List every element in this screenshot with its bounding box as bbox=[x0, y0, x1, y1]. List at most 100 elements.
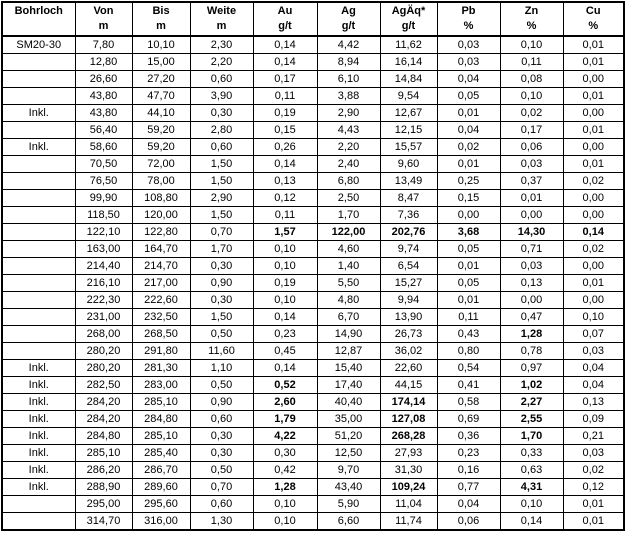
table-row: 56,40 59,20 2,80 0,15 4,43 12,15 0,04 0,17 0,01 bbox=[1, 121, 625, 139]
table-cell-weite: 0,30 bbox=[189, 104, 254, 122]
column-label: AgÄq* bbox=[391, 5, 426, 17]
table-cell-cu: 0,01 bbox=[562, 274, 625, 292]
table-cell-von: 43,80 bbox=[74, 104, 133, 122]
table-cell-bis: 44,10 bbox=[131, 104, 191, 122]
table-cell-bis: 283,00 bbox=[131, 376, 191, 394]
table-cell-von: 118,50 bbox=[74, 206, 133, 224]
column-unit: m bbox=[156, 20, 166, 32]
table-cell-bis: 268,50 bbox=[131, 325, 191, 343]
table-cell-ag: 2,50 bbox=[316, 189, 381, 207]
table-cell-bohrloch: Inkl. bbox=[1, 410, 76, 428]
table-cell-bis: 108,80 bbox=[131, 189, 191, 207]
table-cell-bis: 286,70 bbox=[131, 461, 191, 479]
table-cell-au: 0,26 bbox=[252, 138, 318, 156]
column-header-cu: Cu% bbox=[562, 1, 625, 37]
column-unit: m bbox=[98, 20, 109, 32]
table-cell-ag: 51,20 bbox=[316, 427, 381, 445]
table-cell-agaq: 8,47 bbox=[379, 189, 438, 207]
table-cell-zn: 1,70 bbox=[499, 427, 564, 445]
table-cell-bohrloch bbox=[1, 274, 76, 292]
table-cell-ag: 4,60 bbox=[316, 240, 381, 258]
table-cell-agaq: 16,14 bbox=[379, 53, 438, 71]
table-row: Inkl. 284,20 285,10 0,90 2,60 40,40 174,14 0,58… bbox=[1, 393, 625, 411]
table-cell-ag: 12,87 bbox=[316, 342, 381, 360]
table-cell-von: 216,10 bbox=[74, 274, 133, 292]
table-cell-pb: 0,05 bbox=[436, 240, 501, 258]
table-cell-au: 1,28 bbox=[252, 478, 318, 496]
table-cell-von: 43,80 bbox=[74, 87, 133, 105]
table-cell-agaq: 15,27 bbox=[379, 274, 438, 292]
table-cell-bohrloch bbox=[1, 53, 76, 71]
table-cell-cu: 0,00 bbox=[562, 291, 625, 309]
table-cell-au: 0,10 bbox=[252, 495, 318, 513]
table-cell-weite: 0,60 bbox=[189, 410, 254, 428]
table-cell-agaq: 12,15 bbox=[379, 121, 438, 139]
column-header-bis: Bis m bbox=[131, 1, 191, 37]
table-cell-cu: 0,01 bbox=[562, 495, 625, 513]
table-row: Inkl. 43,80 44,10 0,30 0,19 2,90 12,67 0,01 0,02… bbox=[1, 104, 625, 122]
table-cell-agaq: 26,73 bbox=[379, 325, 438, 343]
table-row: 314,70 316,00 1,30 0,10 6,60 11,74 0,06 0,14 0,0… bbox=[1, 512, 625, 531]
column-label: Cu bbox=[585, 5, 601, 17]
table-cell-bis: 59,20 bbox=[131, 138, 191, 156]
table-cell-pb: 0,36 bbox=[436, 427, 501, 445]
table-cell-von: 282,50 bbox=[74, 376, 133, 394]
table-cell-agaq: 174,14 bbox=[379, 393, 438, 411]
table-row: 122,10 122,80 0,70 1,57 122,00 202,76 3,68 14,3… bbox=[1, 223, 625, 241]
table-cell-zn: 0,97 bbox=[499, 359, 564, 377]
table-cell-weite: 2,20 bbox=[189, 53, 254, 71]
column-unit: g/t bbox=[401, 20, 416, 32]
table-cell-cu: 0,01 bbox=[562, 155, 625, 173]
table-cell-weite: 1,10 bbox=[189, 359, 254, 377]
table-cell-zn: 0,13 bbox=[499, 274, 564, 292]
table-cell-pb: 0,77 bbox=[436, 478, 501, 496]
table-cell-pb: 0,04 bbox=[436, 121, 501, 139]
table-cell-zn: 0,71 bbox=[499, 240, 564, 258]
table-row: Inkl. 284,80 285,10 0,30 4,22 51,20 268,28 0,36… bbox=[1, 427, 625, 445]
table-cell-bis: 281,30 bbox=[131, 359, 191, 377]
table-cell-pb: 0,00 bbox=[436, 206, 501, 224]
table-cell-ag: 4,42 bbox=[316, 35, 381, 54]
table-cell-au: 0,45 bbox=[252, 342, 318, 360]
table-cell-au: 0,14 bbox=[252, 308, 318, 326]
column-label: Zn bbox=[524, 5, 539, 17]
table-cell-zn: 0,14 bbox=[499, 512, 564, 531]
column-label: Weite bbox=[206, 5, 237, 17]
table-cell-bohrloch bbox=[1, 325, 76, 343]
table-cell-cu: 0,13 bbox=[562, 393, 625, 411]
table-cell-weite: 0,60 bbox=[189, 70, 254, 88]
table-cell-bohrloch: Inkl. bbox=[1, 478, 76, 496]
table-cell-agaq: 9,60 bbox=[379, 155, 438, 173]
table-cell-pb: 0,25 bbox=[436, 172, 501, 190]
table-cell-pb: 0,69 bbox=[436, 410, 501, 428]
table-cell-agaq: 6,54 bbox=[379, 257, 438, 275]
column-label: Von bbox=[93, 5, 114, 17]
table-row: 70,50 72,00 1,50 0,14 2,40 9,60 0,01 0,03 0,01 bbox=[1, 155, 625, 173]
table-cell-von: 314,70 bbox=[74, 512, 133, 531]
table-cell-zn: 1,28 bbox=[499, 325, 564, 343]
table-cell-weite: 3,90 bbox=[189, 87, 254, 105]
table-cell-bis: 291,80 bbox=[131, 342, 191, 360]
table-cell-agaq: 36,02 bbox=[379, 342, 438, 360]
table-cell-bis: 122,80 bbox=[131, 223, 191, 241]
table-cell-zn: 0,03 bbox=[499, 257, 564, 275]
table-cell-zn: 0,01 bbox=[499, 189, 564, 207]
table-cell-zn: 1,02 bbox=[499, 376, 564, 394]
table-cell-au: 0,19 bbox=[252, 274, 318, 292]
table-cell-cu: 0,00 bbox=[562, 257, 625, 275]
table-cell-zn: 0,33 bbox=[499, 444, 564, 462]
table-cell-bis: 217,00 bbox=[131, 274, 191, 292]
table-row: 12,80 15,00 2,20 0,14 8,94 16,14 0,03 0,11 0,01 bbox=[1, 53, 625, 71]
table-cell-zn: 0,00 bbox=[499, 291, 564, 309]
table-cell-cu: 0,07 bbox=[562, 325, 625, 343]
table-cell-au: 0,10 bbox=[252, 291, 318, 309]
table-cell-weite: 0,50 bbox=[189, 325, 254, 343]
table-cell-au: 0,23 bbox=[252, 325, 318, 343]
column-unit: % bbox=[588, 20, 599, 32]
column-header-au: Au g/t bbox=[252, 1, 318, 37]
table-cell-weite: 0,90 bbox=[189, 393, 254, 411]
table-cell-weite: 1,50 bbox=[189, 206, 254, 224]
table-cell-weite: 1,30 bbox=[189, 512, 254, 531]
table-cell-au: 0,19 bbox=[252, 104, 318, 122]
table-body: SM20-30 7,80 10,10 2,30 0,14 4,42 11,62 0,03 0,1… bbox=[1, 35, 625, 531]
